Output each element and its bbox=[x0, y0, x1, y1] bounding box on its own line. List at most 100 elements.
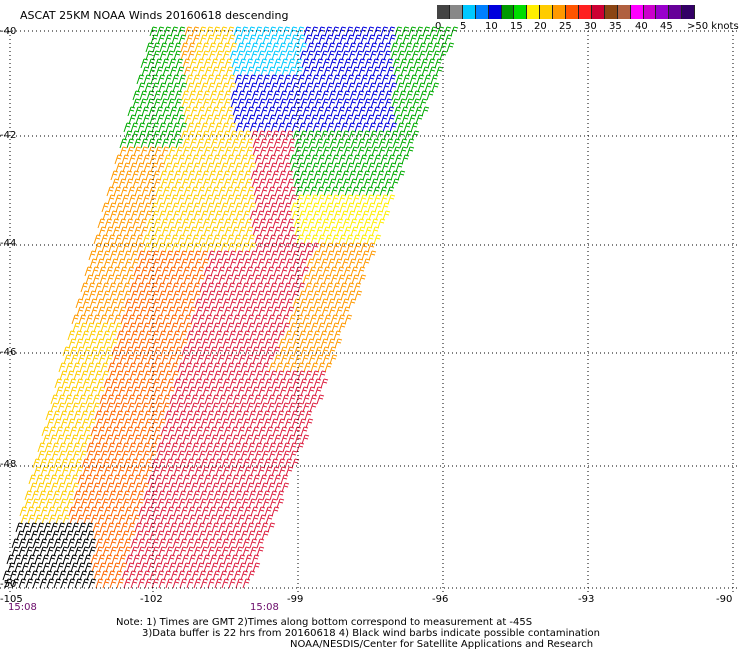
wind-barb bbox=[79, 362, 88, 373]
wind-barb bbox=[289, 450, 298, 461]
wind-barb bbox=[82, 338, 91, 349]
wind-barb bbox=[229, 42, 238, 53]
wind-barb bbox=[183, 394, 192, 405]
wind-barb bbox=[188, 426, 197, 437]
wind-barb bbox=[160, 386, 169, 397]
wind-barb bbox=[345, 154, 354, 165]
wind-barb bbox=[283, 282, 292, 293]
wind-barb bbox=[138, 338, 147, 349]
wind-barb bbox=[245, 58, 254, 69]
wind-barb bbox=[287, 58, 296, 69]
wind-barb bbox=[63, 434, 72, 445]
wind-barb bbox=[103, 338, 112, 349]
wind-barb bbox=[374, 34, 383, 45]
lon-label-90: -90 bbox=[716, 594, 733, 605]
wind-barb bbox=[133, 474, 142, 485]
wind-barb bbox=[157, 490, 166, 501]
wind-barb bbox=[166, 258, 175, 269]
wind-barb bbox=[351, 274, 360, 285]
wind-barb bbox=[342, 306, 351, 317]
wind-barb bbox=[114, 570, 123, 581]
lat-label-50: -50 bbox=[0, 579, 17, 590]
wind-barb bbox=[359, 154, 368, 165]
wind-barb bbox=[248, 202, 257, 213]
wind-barb bbox=[251, 306, 260, 317]
wind-barb bbox=[213, 242, 222, 253]
wind-barb bbox=[164, 370, 173, 381]
wind-barb bbox=[338, 322, 347, 333]
wind-barb bbox=[153, 218, 162, 229]
wind-barb bbox=[256, 210, 265, 221]
wind-barb bbox=[253, 274, 262, 285]
wind-barb bbox=[220, 370, 229, 381]
wind-barb bbox=[279, 98, 288, 109]
wind-barb bbox=[207, 538, 216, 549]
wind-barb bbox=[179, 546, 188, 557]
wind-barb bbox=[195, 554, 204, 565]
wind-barb bbox=[375, 122, 384, 133]
wind-barb bbox=[74, 546, 83, 557]
wind-barb bbox=[96, 378, 105, 389]
wind-barb bbox=[133, 226, 142, 237]
wind-barb bbox=[250, 170, 259, 181]
wind-barb bbox=[184, 530, 193, 541]
wind-barb bbox=[388, 162, 397, 173]
wind-barb bbox=[255, 498, 264, 509]
wind-barb bbox=[109, 538, 118, 549]
wind-barb bbox=[177, 362, 186, 373]
wind-barb bbox=[227, 498, 236, 509]
wind-barb bbox=[272, 90, 281, 101]
lat-label-46: -46 bbox=[0, 347, 17, 358]
wind-barb bbox=[318, 162, 327, 173]
wind-barb bbox=[118, 178, 127, 189]
wind-barb bbox=[299, 170, 308, 181]
wind-barb bbox=[234, 162, 243, 173]
wind-barb bbox=[380, 154, 389, 165]
wind-barb bbox=[132, 386, 141, 397]
wind-barb bbox=[71, 482, 80, 493]
wind-barb bbox=[123, 546, 132, 557]
wind-barb bbox=[297, 370, 306, 381]
colorbar-swatch bbox=[617, 5, 631, 19]
wind-barb bbox=[240, 530, 249, 541]
wind-barb bbox=[300, 218, 309, 229]
wind-barb bbox=[265, 386, 274, 397]
wind-barb bbox=[177, 530, 186, 541]
wind-barb bbox=[216, 306, 225, 317]
wind-barb bbox=[284, 330, 293, 341]
wind-barb bbox=[238, 434, 247, 445]
wind-barb bbox=[42, 474, 51, 485]
wind-barb bbox=[318, 34, 327, 45]
wind-barb bbox=[413, 58, 422, 69]
lat-label-44: -44 bbox=[0, 238, 17, 249]
wind-barb bbox=[290, 162, 299, 173]
wind-barb bbox=[187, 338, 196, 349]
wind-barb bbox=[97, 514, 106, 525]
wind-barb bbox=[194, 170, 203, 181]
wind-barb bbox=[135, 322, 144, 333]
wind-barb bbox=[346, 202, 355, 213]
wind-barb bbox=[256, 290, 265, 301]
wind-barb bbox=[372, 186, 381, 197]
wind-barb bbox=[348, 130, 357, 141]
wind-barb bbox=[183, 66, 192, 77]
wind-barb bbox=[189, 354, 198, 365]
wind-barb bbox=[78, 394, 87, 405]
wind-barb bbox=[247, 154, 256, 165]
wind-barb bbox=[104, 554, 113, 565]
wind-barb bbox=[269, 370, 278, 381]
wind-barb bbox=[255, 34, 264, 45]
wind-barb bbox=[346, 34, 355, 45]
wind-barb bbox=[329, 138, 338, 149]
wind-barb bbox=[180, 338, 189, 349]
wind-barb bbox=[204, 186, 213, 197]
wind-barb bbox=[108, 370, 117, 381]
wind-barb bbox=[117, 378, 126, 389]
wind-barb bbox=[234, 202, 243, 213]
wind-barb bbox=[36, 482, 45, 493]
wind-barb bbox=[224, 354, 233, 365]
wind-barb bbox=[243, 338, 252, 349]
wind-barb bbox=[116, 546, 125, 557]
wind-barb bbox=[97, 554, 106, 565]
